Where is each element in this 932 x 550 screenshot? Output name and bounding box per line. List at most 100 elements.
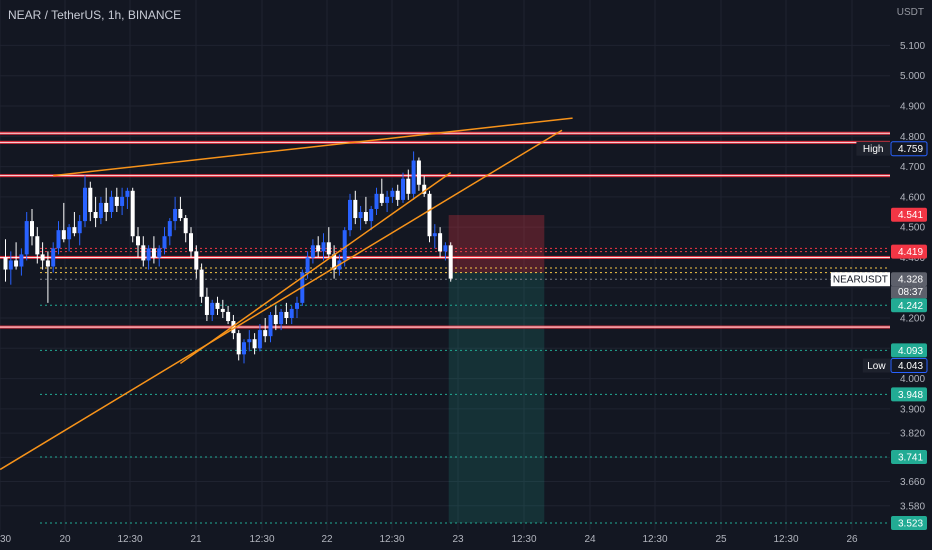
candle-body (395, 190, 400, 200)
x-tick-label: 30 (0, 534, 12, 545)
candle-body (8, 260, 13, 270)
candle-body (45, 260, 50, 267)
candle-body (35, 236, 40, 255)
y-tick-label: 3.580 (900, 501, 925, 512)
x-tick-label: 12:30 (511, 534, 536, 545)
x-tick-label: 24 (584, 534, 596, 545)
price-label-box (891, 272, 927, 287)
candle-body (443, 245, 448, 252)
price-label-box (890, 141, 928, 157)
candle-body (194, 251, 199, 270)
candle-body (406, 178, 411, 194)
candle-body (162, 236, 167, 249)
price-label-4.043: Low 4.043 (862, 358, 928, 374)
price-label-4.419: 4.419 (891, 244, 927, 259)
price-label-4.759: High 4.759 (856, 141, 928, 157)
candle-body (109, 196, 114, 212)
candle-body (72, 227, 77, 234)
price-label-box (891, 387, 927, 402)
price-tag-box (856, 141, 890, 156)
candle-body (125, 190, 130, 197)
y-tick-label: 4.200 (900, 314, 925, 325)
candle-body (321, 242, 326, 252)
candle-body (438, 233, 443, 252)
candle-body (146, 248, 151, 261)
candle-body (178, 208, 183, 219)
candle-body (136, 236, 140, 246)
candle-body (88, 187, 93, 212)
candle-body (77, 221, 82, 234)
price-tag-text: Low (867, 361, 886, 372)
candle-body (183, 218, 188, 234)
candle-body (332, 254, 337, 270)
price-label-box (891, 244, 927, 259)
price-label-text: 4.419 (898, 247, 923, 258)
candle-body (279, 311, 284, 325)
price-label-text: 4.043 (898, 361, 923, 372)
candle-body (358, 212, 363, 219)
candle-body (363, 212, 368, 222)
y-tick-label: 4.900 (900, 102, 925, 113)
x-tick-label: 25 (715, 534, 727, 545)
y-tick-label: 4.600 (900, 192, 925, 203)
candle-body (61, 230, 66, 240)
price-label-text: 4.759 (898, 144, 923, 155)
candle-body (390, 190, 395, 197)
mid-support-trendline (179, 172, 452, 365)
price-label-text: 3.523 (898, 519, 923, 530)
countdown-text: 08:37 (898, 287, 923, 298)
candle-body (231, 321, 236, 334)
x-axis: 30 20 12:30 21 12:30 22 12:30 23 12:30 24 12:30 25 1… (0, 0, 858, 545)
price-tag-box (862, 358, 890, 373)
price-label-text: 4.328 (898, 275, 923, 286)
candle-body (427, 193, 432, 237)
candle-body (204, 296, 209, 315)
x-tick-label: 20 (59, 534, 71, 545)
candle-body (215, 302, 220, 309)
price-label-text: 4.093 (898, 346, 923, 357)
candle-body (30, 221, 34, 237)
candle-body (104, 202, 109, 212)
candle-body (14, 260, 19, 267)
long-support-trendline (0, 129, 563, 471)
candle-body (316, 245, 321, 252)
candle-body (247, 339, 252, 343)
currency-label: USDT (896, 7, 924, 18)
candle-body (411, 160, 416, 194)
candle-body (422, 184, 427, 194)
price-label-4.242: 4.242 (891, 298, 927, 313)
candle-body (93, 212, 98, 219)
candle-body (289, 308, 294, 318)
candle-body (273, 314, 278, 325)
candle-body (432, 233, 437, 237)
y-tick-label: 5.000 (900, 71, 925, 82)
price-label-text: 3.741 (898, 453, 923, 464)
candle-body (284, 311, 289, 318)
upper-rising-trendline (53, 117, 573, 177)
candle-body (374, 193, 379, 209)
price-label-text: 4.242 (898, 301, 923, 312)
candle-body (236, 333, 241, 355)
candle-body (56, 230, 61, 249)
candle-body (167, 221, 172, 237)
price-tag-text: NEARUSDT (833, 275, 888, 286)
candle-body (98, 202, 103, 219)
candle-body (24, 221, 29, 255)
price-label-box (891, 343, 927, 358)
price-label-box (891, 516, 927, 531)
x-tick-label: 12:30 (117, 534, 142, 545)
candle-body (268, 314, 273, 337)
candle-body (295, 302, 299, 309)
price-tag-text: High (863, 144, 884, 155)
candle-body (141, 245, 146, 261)
candle-body (67, 227, 72, 240)
stop-loss-zone (448, 215, 545, 273)
candle-body (151, 248, 156, 258)
y-tick-label: 5.100 (900, 41, 925, 52)
y-tick-label: 4.000 (900, 374, 925, 385)
candle-body (40, 254, 45, 261)
chart-title: NEAR / TetherUS, 1h, BINANCE (8, 8, 182, 22)
x-tick-label: 21 (190, 534, 202, 545)
